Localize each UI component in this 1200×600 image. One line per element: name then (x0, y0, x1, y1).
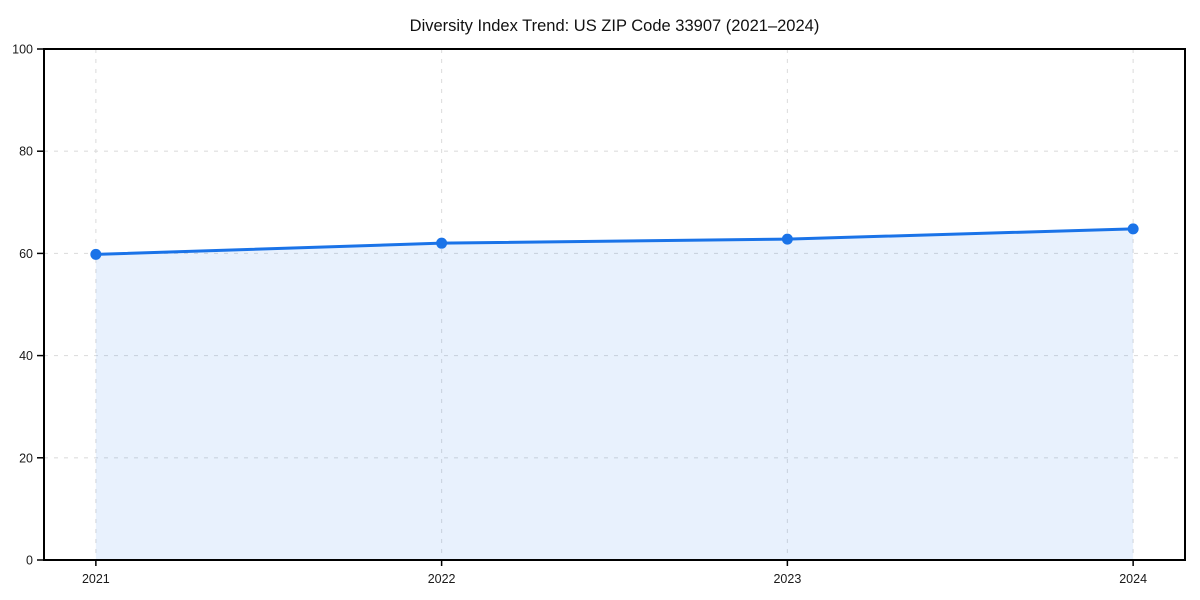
chart-title: Diversity Index Trend: US ZIP Code 33907… (410, 17, 820, 35)
x-tick-label: 2021 (82, 572, 110, 586)
y-tick-label: 20 (19, 451, 33, 465)
y-tick-label: 0 (26, 554, 33, 568)
data-point-2021 (90, 248, 102, 260)
data-point-2024 (1127, 223, 1139, 235)
y-tick-label: 60 (19, 247, 33, 261)
data-point-2023 (781, 233, 793, 245)
trend-line (94, 227, 1135, 256)
y-tick-label: 40 (19, 349, 33, 363)
y-tick-label: 80 (19, 145, 33, 159)
x-tick-label: 2022 (428, 572, 456, 586)
plot-area: 2021 2022 2023 2024 0 20 40 60 80 100 (12, 43, 1186, 586)
x-tick-label: 2023 (773, 572, 801, 586)
area-fill (95, 228, 1134, 560)
data-point-2022 (436, 237, 448, 249)
y-tick-label: 100 (12, 43, 33, 57)
axes-spines (43, 48, 1186, 561)
x-tick-label: 2024 (1119, 572, 1147, 586)
